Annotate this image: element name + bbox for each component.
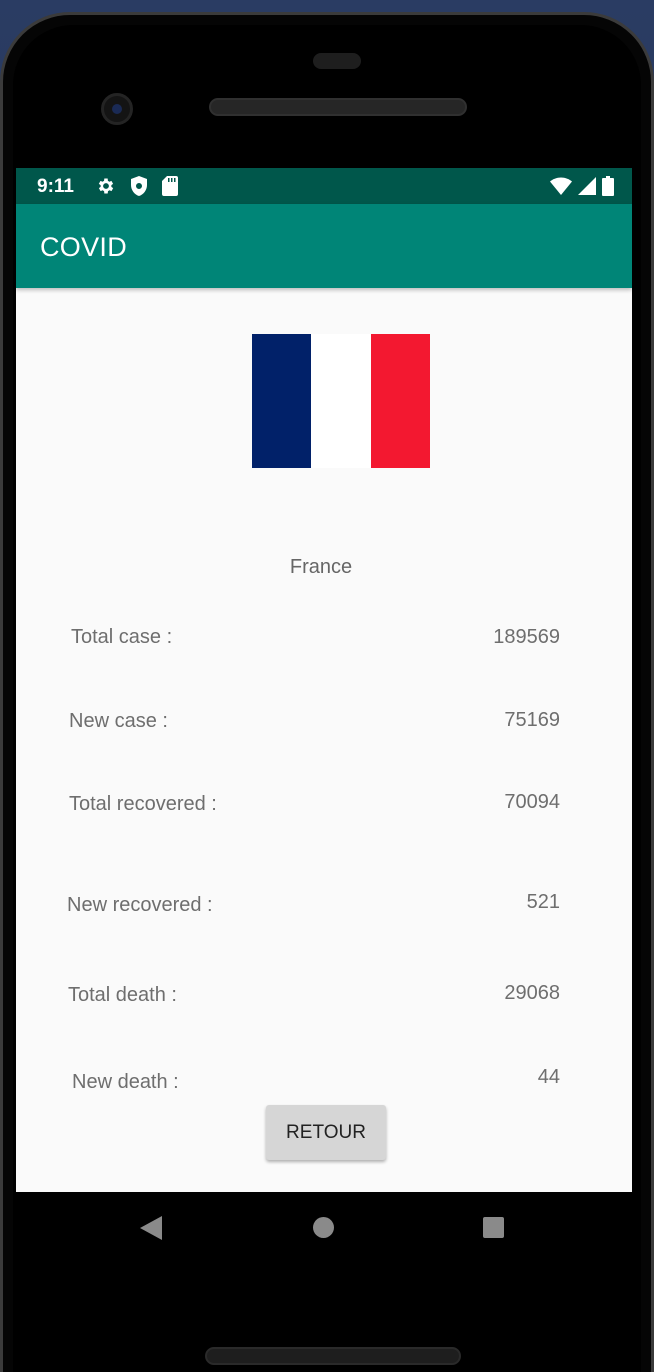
new-recovered-label: New recovered : — [67, 894, 213, 916]
status-bar: 9:11 — [16, 168, 632, 204]
gear-icon — [96, 176, 116, 201]
new-case-value: 75169 — [504, 709, 560, 731]
total-case-label: Total case : — [71, 626, 173, 648]
signal-icon — [578, 177, 596, 200]
total-case-value: 189569 — [493, 626, 560, 648]
country-name: France — [289, 556, 353, 578]
country-flag — [252, 334, 430, 468]
front-camera — [101, 93, 133, 125]
flag-stripe-red — [370, 334, 430, 468]
nav-bar — [16, 1192, 632, 1262]
shield-icon — [130, 176, 148, 201]
retour-button[interactable]: RETOUR — [266, 1105, 386, 1160]
bottom-speaker — [205, 1347, 461, 1365]
new-recovered-value: 521 — [526, 891, 560, 913]
back-icon[interactable] — [140, 1216, 162, 1240]
home-icon[interactable] — [313, 1217, 334, 1238]
new-death-label: New death : — [72, 1071, 179, 1093]
sd-card-icon — [162, 176, 178, 201]
wifi-icon — [550, 177, 572, 200]
battery-icon — [602, 176, 614, 201]
total-death-label: Total death : — [68, 984, 177, 1006]
flag-stripe-blue — [252, 334, 312, 468]
new-case-label: New case : — [69, 710, 168, 732]
top-speaker — [209, 98, 467, 116]
total-recovered-value: 70094 — [504, 791, 560, 813]
total-recovered-label: Total recovered : — [69, 793, 217, 815]
recents-icon[interactable] — [483, 1217, 504, 1238]
app-title: COVID — [40, 232, 128, 262]
new-death-value: 44 — [537, 1066, 560, 1088]
earpiece — [313, 53, 361, 69]
flag-stripe-white — [311, 334, 371, 468]
app-bar: COVID — [16, 204, 632, 288]
app-screen: 9:11 — [16, 168, 632, 1192]
status-time: 9:11 — [37, 176, 74, 197]
total-death-value: 29068 — [504, 982, 560, 1004]
